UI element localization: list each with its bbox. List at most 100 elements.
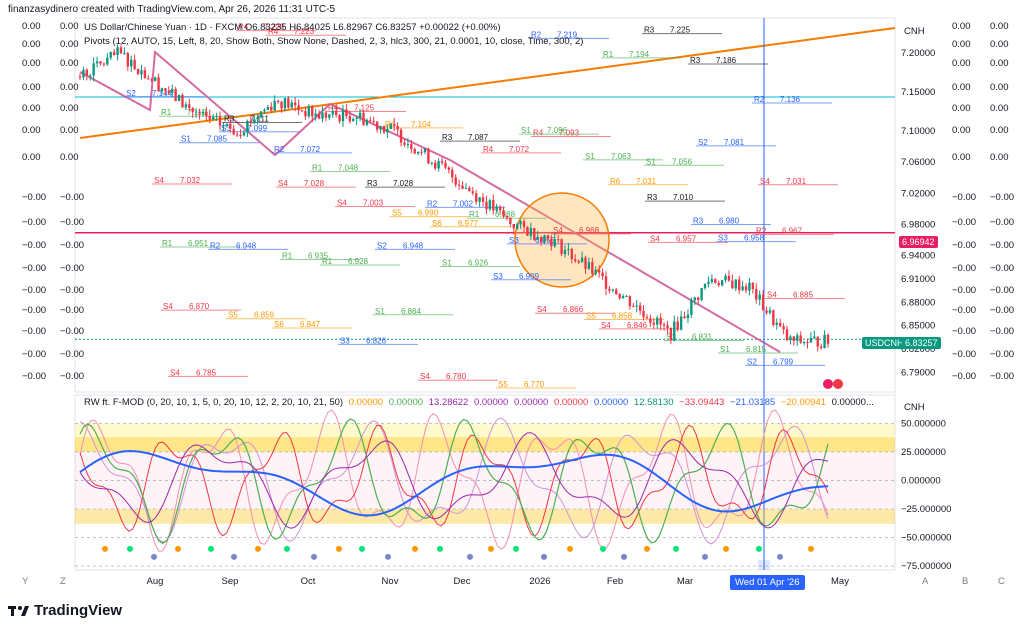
left-scale-label: −0.00 <box>22 285 46 296</box>
candle-body <box>130 59 133 67</box>
candle-body <box>447 167 451 170</box>
left-scale-label: 0.00 <box>22 58 41 69</box>
pivot-tag: S6 <box>432 219 442 228</box>
candle-body <box>413 148 416 154</box>
osc-signal-dot <box>336 545 342 552</box>
right-scale-label: 0.00 <box>952 152 971 163</box>
pivot-tag: S1 <box>521 126 531 135</box>
candle-body <box>324 112 328 118</box>
candle-body <box>99 61 102 64</box>
osc-axis-tick: −25.000000 <box>901 504 951 515</box>
candle-body <box>662 324 666 326</box>
candle-body <box>560 239 563 255</box>
candle-body <box>283 98 287 109</box>
pivot-value: 7.229 <box>264 23 285 32</box>
candle-body <box>427 148 430 164</box>
candle-body <box>744 286 748 291</box>
pivot-tag: S4 <box>154 176 164 185</box>
candle-body <box>512 224 515 229</box>
candle-body <box>495 206 498 211</box>
right-scale-label: 0.00 <box>952 103 971 114</box>
osc-signal-dot <box>102 545 108 552</box>
osc-axis-tick: 25.000000 <box>901 447 946 458</box>
candle-body <box>263 109 266 112</box>
candle-body <box>515 224 519 229</box>
candle-body <box>758 294 761 300</box>
candle-body <box>321 112 324 119</box>
pivot-value: 6.988 <box>495 210 516 219</box>
left-scale-label: 0.00 <box>22 39 41 50</box>
pivot-tag: R2 <box>427 199 438 208</box>
candle-body <box>304 111 307 117</box>
osc-axis-tick: 0.000000 <box>901 475 941 486</box>
candle-body <box>136 69 140 75</box>
candle-body <box>755 289 758 300</box>
price-axis-tick: 7.02000 <box>901 188 935 199</box>
candle-body <box>802 342 806 344</box>
pivot-tag: R6 <box>610 177 621 186</box>
candle-body <box>239 135 242 137</box>
osc-purple-line <box>79 417 829 545</box>
candle-body <box>806 342 809 344</box>
candle-body <box>502 210 505 216</box>
pivot-value: 7.028 <box>304 179 325 188</box>
right-scale-label: −0.00 <box>952 349 976 360</box>
candle-body <box>782 326 785 330</box>
candle-body <box>164 88 167 91</box>
oscillator-value: 0.00000 <box>473 397 511 408</box>
pivot-value: 7.028 <box>393 179 414 188</box>
candle-body <box>533 228 536 240</box>
candle-body <box>266 106 270 110</box>
left-scale-label: −0.00 <box>22 326 46 337</box>
left-scale-label-2: −0.00 <box>60 217 84 228</box>
right-scale-label: −0.00 <box>952 192 976 203</box>
candle-body <box>437 161 440 169</box>
candle-body <box>468 187 471 192</box>
pivot-tag: R3 <box>442 133 453 142</box>
candle-body <box>133 59 136 70</box>
candle-body <box>615 289 618 295</box>
candle-body <box>355 117 358 119</box>
candle-body <box>379 125 382 130</box>
candle-body <box>577 260 580 263</box>
left-scale-label: 0.00 <box>22 21 41 32</box>
right-scale-label-2: −0.00 <box>990 192 1014 203</box>
pivot-value: 7.119 <box>187 108 207 117</box>
candle-body <box>659 317 662 325</box>
osc-violet-line <box>79 432 829 529</box>
left-scale-label-2: 0.00 <box>60 21 79 32</box>
pivot-value: 7.194 <box>629 50 650 59</box>
pivot-tag: S4 <box>601 321 611 330</box>
left-scale-label: 0.00 <box>22 125 41 136</box>
candle-body <box>382 125 386 133</box>
candle-body <box>194 111 198 113</box>
candle-body <box>697 297 700 300</box>
right-scale-label-2: −0.00 <box>990 305 1014 316</box>
left-scale-label: −0.00 <box>22 349 46 360</box>
candle-body <box>553 239 556 247</box>
pivot-value: 7.111 <box>250 114 269 123</box>
candle-body <box>703 284 707 289</box>
pivot-tag: R2 <box>754 95 765 104</box>
osc-axis-tick: −75.000000 <box>901 561 951 572</box>
candle-body <box>328 114 331 118</box>
pivot-tag: S1 <box>375 307 385 316</box>
crosshair-marker <box>758 560 770 570</box>
candle-body <box>205 111 208 116</box>
osc-signal-dot <box>488 545 494 552</box>
corner-right-label: A <box>922 576 929 587</box>
osc-signal-dot <box>208 545 214 552</box>
candle-body <box>372 120 375 122</box>
left-scale-label-2: −0.00 <box>60 263 84 274</box>
osc-axis-tick: 50.000000 <box>901 418 946 429</box>
pivot-value: 6.980 <box>719 216 740 225</box>
corner-left-label: Y <box>22 576 29 587</box>
candle-body <box>454 177 457 185</box>
right-scale-label-2: −0.00 <box>990 217 1014 228</box>
candle-body <box>700 288 703 300</box>
right-scale-label: 0.00 <box>952 125 971 136</box>
candle-body <box>591 262 594 274</box>
candle-body <box>201 111 205 114</box>
price-axis-tick: 7.10000 <box>901 126 935 137</box>
